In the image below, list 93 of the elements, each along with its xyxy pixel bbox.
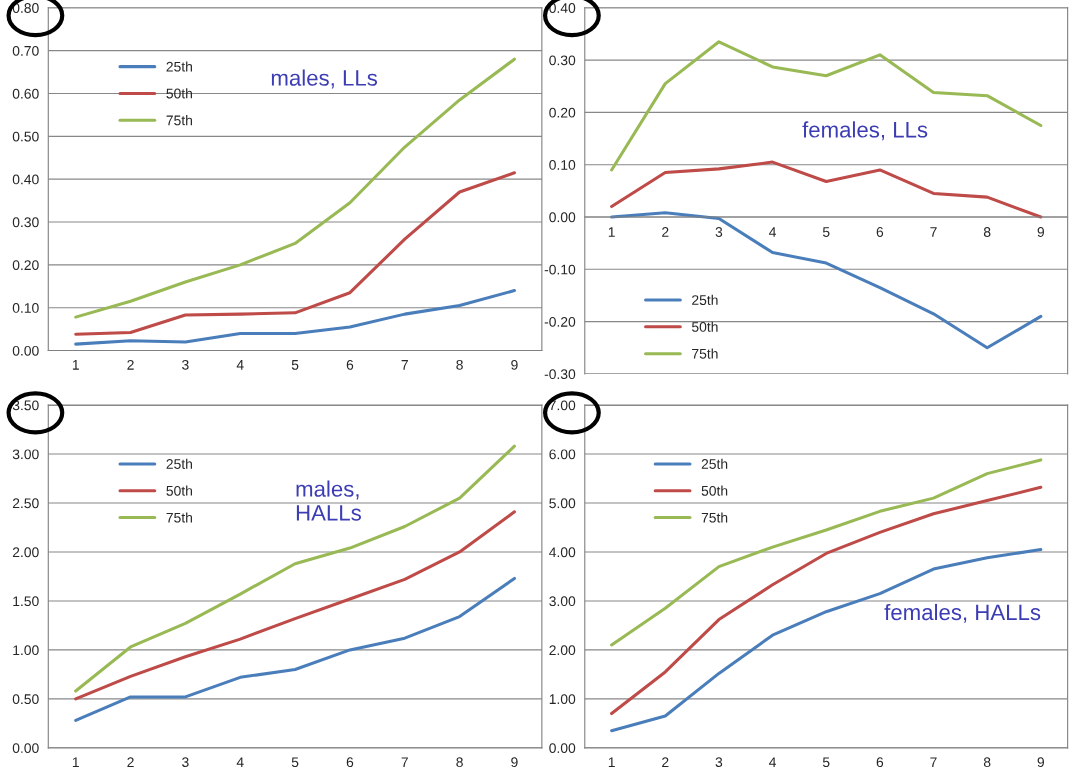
y-tick-label: 0.50 xyxy=(12,131,39,142)
x-tick-label: 5 xyxy=(291,360,299,370)
legend-label: 25th xyxy=(166,61,192,72)
line-series xyxy=(74,171,516,336)
legend-label: 75th xyxy=(166,512,192,523)
y-tick-label: 0.00 xyxy=(549,743,576,754)
y-tick-label: 0.10 xyxy=(12,303,39,313)
line-series xyxy=(74,289,516,346)
y-tick-label: 0.40 xyxy=(12,174,39,185)
legend-label: 50th xyxy=(701,485,728,496)
line-series xyxy=(610,40,1043,172)
y-tick-label: 2.00 xyxy=(549,645,576,656)
x-tick-label: 3 xyxy=(182,359,189,370)
legend-label: 75th xyxy=(166,115,192,126)
x-tick-label: 9 xyxy=(1037,227,1045,237)
x-tick-label: 5 xyxy=(822,227,830,237)
x-tick-label: 7 xyxy=(930,227,937,237)
y-tick-label: 4.00 xyxy=(549,547,576,558)
y-tick-label: 0.00 xyxy=(549,212,576,223)
x-tick-label: 4 xyxy=(236,360,244,370)
line-series xyxy=(610,548,1043,733)
y-tick-label: -0.20 xyxy=(544,316,576,327)
line-series xyxy=(610,160,1043,219)
x-tick-label: 7 xyxy=(930,757,937,767)
y-tick-label: 2.50 xyxy=(12,498,39,509)
y-tick-label: 2.00 xyxy=(12,547,39,558)
legend-label: 50th xyxy=(166,485,192,496)
legend-label: 25th xyxy=(692,294,718,305)
annotation: males, LLs xyxy=(271,69,378,89)
y-tick-label: 3.50 xyxy=(12,400,39,411)
line-series xyxy=(610,485,1043,716)
x-tick-label: 9 xyxy=(511,757,518,768)
y-tick-label: 0.60 xyxy=(12,88,39,99)
y-tick-label: 0.30 xyxy=(12,217,39,228)
y-tick-label: 5.00 xyxy=(549,498,576,509)
y-tick-label: 0.00 xyxy=(12,345,39,356)
x-tick-label: 1 xyxy=(72,360,79,370)
legend-label: 50th xyxy=(691,321,718,332)
line-series xyxy=(74,57,516,319)
annotation: females, LLs xyxy=(802,121,928,141)
x-tick-label: 1 xyxy=(608,757,615,767)
x-tick-label: 1 xyxy=(72,757,79,767)
y-tick-label: 1.00 xyxy=(13,645,39,656)
y-tick-label: 0.20 xyxy=(549,107,576,118)
x-tick-label: 7 xyxy=(401,757,408,767)
y-tick-label: 3.00 xyxy=(549,596,576,607)
x-tick-label: 2 xyxy=(662,227,669,237)
x-tick-label: 3 xyxy=(182,757,189,768)
legend-label: 25th xyxy=(701,458,728,469)
y-tick-label: 0.70 xyxy=(12,45,39,56)
y-tick-label: 1.50 xyxy=(13,596,39,607)
x-tick-label: 6 xyxy=(346,757,354,768)
line-series xyxy=(74,576,516,722)
y-tick-label: -0.30 xyxy=(544,369,576,380)
x-tick-label: 3 xyxy=(715,757,723,768)
x-tick-label: 4 xyxy=(236,757,244,767)
x-tick-label: 3 xyxy=(715,227,723,237)
x-tick-label: 6 xyxy=(346,359,354,370)
x-tick-label: 5 xyxy=(291,757,299,768)
line-series xyxy=(74,444,516,693)
x-tick-label: 8 xyxy=(983,227,991,237)
x-tick-label: 6 xyxy=(876,757,884,768)
x-tick-label: 2 xyxy=(662,757,669,767)
legend-label: 75th xyxy=(701,512,728,523)
x-tick-label: 9 xyxy=(1037,757,1045,768)
x-tick-label: 4 xyxy=(769,227,777,237)
x-tick-label: 2 xyxy=(127,359,134,370)
y-tick-label: 1.00 xyxy=(549,694,576,705)
x-tick-label: 5 xyxy=(822,757,830,768)
x-tick-label: 8 xyxy=(983,757,991,768)
y-tick-label: 0.30 xyxy=(549,55,576,66)
legend-label: 25th xyxy=(166,458,192,469)
y-tick-label: 0.10 xyxy=(549,160,576,170)
line-series xyxy=(610,458,1043,647)
line-series xyxy=(610,211,1043,350)
x-tick-label: 8 xyxy=(456,757,463,768)
y-tick-label: 6.00 xyxy=(549,449,576,460)
y-tick-label: 3.00 xyxy=(12,449,39,460)
annotation: males, HALLs xyxy=(296,480,361,521)
legend-label: 50th xyxy=(166,88,192,99)
x-tick-label: 4 xyxy=(769,757,777,767)
annotation: females, HALLs xyxy=(884,603,1041,623)
x-tick-label: 1 xyxy=(608,227,615,237)
y-tick-label: 0.00 xyxy=(12,743,39,754)
x-tick-label: 7 xyxy=(401,360,408,370)
x-tick-label: 2 xyxy=(127,757,134,767)
x-tick-label: 9 xyxy=(511,359,518,370)
y-tick-label: 0.20 xyxy=(12,260,39,271)
legend-label: 75th xyxy=(692,348,718,359)
y-tick-label: 0.50 xyxy=(12,694,39,705)
x-tick-label: 6 xyxy=(876,227,884,237)
y-tick-label: -0.10 xyxy=(544,264,576,275)
x-tick-label: 8 xyxy=(456,359,463,370)
